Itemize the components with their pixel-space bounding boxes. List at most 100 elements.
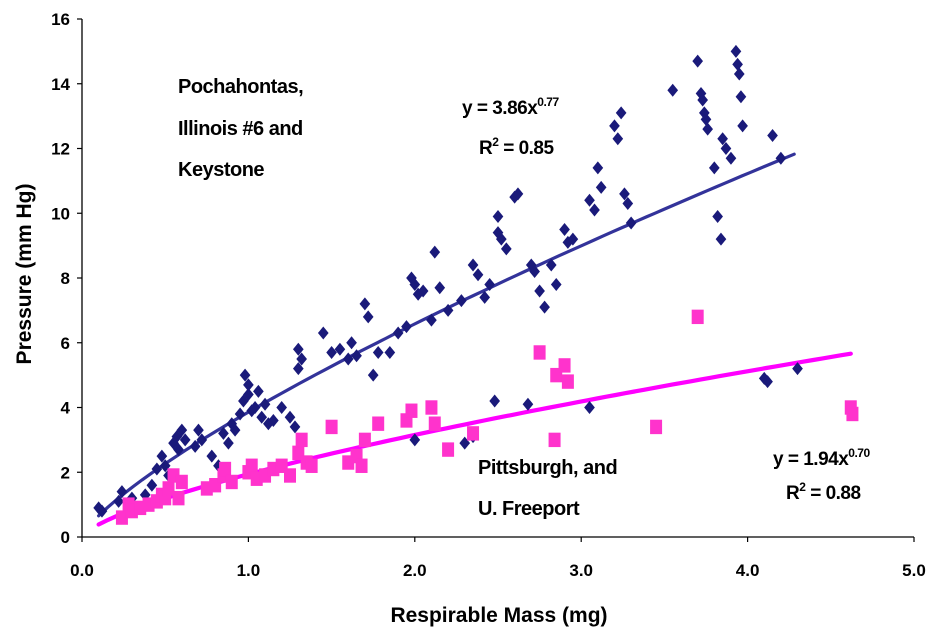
svg-text:U. Freeport: U. Freeport [478,498,580,520]
y-tick-label: 6 [61,334,70,353]
data-point [351,349,362,363]
data-point [456,294,467,308]
data-point [284,468,296,483]
data-point [401,320,412,334]
data-point [512,187,524,201]
svg-text:R2 = 0.88: R2 = 0.88 [786,480,861,504]
data-point [359,297,371,311]
data-point [296,352,307,366]
y-axis-title: Pressure (mm Hg) [13,184,36,365]
y-tick-label: 0 [61,528,70,547]
data-point [173,443,184,457]
data-point [219,461,232,477]
data-point [253,384,264,398]
data-point [409,433,421,447]
y-tick-label: 10 [51,204,70,223]
data-point [442,303,454,317]
data-point [609,119,620,133]
data-point [243,378,254,392]
data-point [650,419,663,435]
data-point [434,281,446,295]
data-point [717,132,728,146]
data-point [372,416,385,431]
data-point [715,232,727,246]
data-point [405,403,418,418]
data-point [534,284,545,298]
data-point [775,151,787,165]
data-point [115,510,128,525]
data-point [162,481,175,496]
data-point [362,310,374,324]
data-point [592,161,604,175]
svg-text:y = 1.94x0.70: y = 1.94x0.70 [773,446,870,470]
y-tick-label: 14 [51,75,70,94]
data-point [484,277,496,291]
data-point [459,436,471,450]
data-point [113,494,124,508]
axes [77,18,915,542]
data-point [472,268,484,282]
data-point [428,416,441,431]
data-point [172,490,185,506]
data-point [96,504,108,518]
data-point [697,93,709,107]
data-point [500,242,512,256]
data-point [758,371,770,385]
series-1-label: Pochahontas, Illinois #6 and Keystone [178,76,304,181]
data-point [292,362,304,376]
data-point [189,439,201,453]
data-point [384,345,396,359]
trendlines [96,152,853,527]
svg-text:Illinois #6 and: Illinois #6 and [178,118,303,140]
data-point [691,309,704,325]
data-point [249,401,261,414]
data-point [492,209,504,223]
data-point [367,368,379,382]
data-point [268,413,279,427]
data-point [245,458,258,473]
data-point [193,423,204,437]
data-point [372,345,384,359]
x-tick-label: 3.0 [569,561,593,580]
y-tick-label: 2 [61,463,70,482]
data-point [151,462,163,476]
data-point [732,57,743,71]
data-point [489,394,501,408]
data-point [139,488,151,502]
data-point [392,326,404,340]
series-2-label: Pittsburgh, and U. Freeport [478,457,618,520]
data-point [229,423,241,437]
svg-text:Keystone: Keystone [178,159,264,181]
data-point [550,277,562,291]
data-point [442,442,455,457]
y-tick-label: 12 [51,140,70,159]
trendline-series-1 [97,152,796,518]
data-point [156,449,168,463]
data-point [326,345,337,359]
data-point [358,432,371,448]
series-1-equation: y = 3.86x0.77 R2 = 0.85 [462,95,560,159]
data-point [702,122,713,136]
data-point [284,410,296,424]
data-point [317,326,329,340]
series-2-equation: y = 1.94x0.70 R2 = 0.88 [773,446,871,504]
data-point [417,284,429,298]
data-point [409,277,421,291]
data-point [708,161,720,175]
data-point [846,406,859,422]
data-point [733,67,745,81]
data-point [179,433,191,447]
data-point [700,112,712,126]
data-point [692,54,704,68]
data-point [529,265,540,279]
data-point [548,432,561,448]
data-point [116,485,128,499]
x-tick-label: 2.0 [403,561,427,580]
data-point [256,410,268,424]
data-point [539,300,550,314]
data-point [495,232,507,246]
data-point [522,397,534,411]
data-point [206,449,218,463]
data-point [467,258,479,272]
